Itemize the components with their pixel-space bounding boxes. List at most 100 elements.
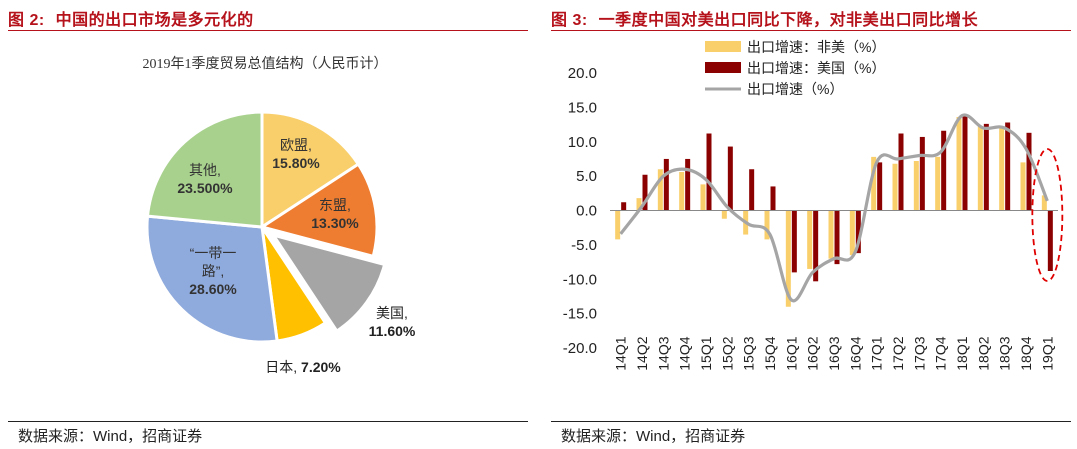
x-tick-label: 17Q4 bbox=[933, 336, 949, 370]
x-tick-label: 15Q4 bbox=[762, 336, 778, 370]
x-tick-label: 14Q2 bbox=[634, 336, 650, 370]
legend-label: 出口增速：美国（%） bbox=[747, 60, 885, 76]
pie-slice bbox=[145, 110, 264, 229]
legend-label: 出口增速：非美（%） bbox=[747, 39, 885, 55]
x-tick-label: 16Q2 bbox=[805, 336, 821, 370]
bar-non-us bbox=[956, 117, 962, 211]
y-tick-label: 20.0 bbox=[568, 65, 597, 82]
bar-non-us bbox=[764, 210, 770, 240]
figure3-title-text: 一季度中国对美出口同比下降，对非美出口同比增长 bbox=[598, 12, 979, 29]
legend-swatch bbox=[705, 41, 741, 52]
bar-us bbox=[855, 210, 861, 254]
bar-us bbox=[706, 133, 712, 211]
figure3-source: 数据来源：Wind，招商证券 bbox=[561, 428, 746, 445]
bar-us bbox=[898, 133, 904, 211]
x-tick-label: 14Q3 bbox=[655, 336, 671, 370]
bar-non-us bbox=[700, 184, 706, 211]
pie-slice-label: 欧盟, 15.80% bbox=[272, 137, 320, 171]
pie-slice-label: 日本, 7.20% bbox=[265, 359, 341, 375]
bar-us bbox=[941, 130, 947, 211]
bar-us bbox=[621, 202, 627, 211]
bar-non-us bbox=[913, 161, 919, 211]
x-tick-label: 15Q3 bbox=[741, 336, 757, 370]
bar-us bbox=[727, 146, 733, 211]
figure2-title-rule bbox=[8, 30, 528, 31]
bar-non-us bbox=[1020, 162, 1026, 211]
bar-non-us bbox=[615, 210, 621, 240]
x-tick-label: 16Q1 bbox=[783, 336, 799, 370]
bar-non-us bbox=[871, 156, 877, 211]
pie-slice-label: 其他, 23.500% bbox=[177, 162, 233, 196]
figure2-title-text: 中国的出口市场是多元化的 bbox=[55, 12, 254, 29]
x-tick-label: 14Q4 bbox=[677, 336, 693, 370]
bar-us bbox=[663, 158, 669, 211]
x-tick-label: 18Q4 bbox=[1018, 336, 1034, 370]
y-tick-label: 10.0 bbox=[568, 134, 597, 151]
bar-us bbox=[770, 186, 776, 211]
bar-non-us bbox=[657, 169, 663, 211]
figure3-label: 图 3: bbox=[551, 12, 588, 29]
x-tick-label: 15Q2 bbox=[719, 336, 735, 370]
y-tick-label: 15.0 bbox=[568, 99, 597, 116]
x-tick-label: 15Q1 bbox=[698, 336, 714, 370]
bar-us bbox=[749, 169, 755, 211]
bar-us bbox=[983, 123, 989, 211]
y-tick-label: 5.0 bbox=[576, 168, 597, 185]
bar-us bbox=[1005, 122, 1011, 211]
pie-slice bbox=[145, 214, 279, 344]
x-tick-label: 19Q1 bbox=[1039, 336, 1055, 370]
bar-non-us bbox=[999, 128, 1005, 211]
pie-slice-label: “一带一路”, 28.60% bbox=[189, 245, 237, 297]
figure3-title: 图 3: 一季度中国对美出口同比下降，对非美出口同比增长 bbox=[551, 6, 978, 30]
bar-us bbox=[791, 210, 797, 273]
y-tick-label: -15.0 bbox=[563, 306, 597, 323]
bar-us bbox=[877, 162, 883, 211]
legend-swatch bbox=[705, 62, 741, 73]
x-tick-label: 17Q3 bbox=[911, 336, 927, 370]
figure2-footer-rule bbox=[8, 421, 528, 422]
bar-non-us bbox=[679, 172, 685, 211]
bar-non-us bbox=[892, 163, 898, 211]
pie-slice-label: 东盟, 13.30% bbox=[311, 197, 359, 231]
bar-non-us bbox=[636, 198, 642, 211]
y-tick-label: -5.0 bbox=[571, 237, 597, 254]
pie-chart: 2019年1季度贸易总值结构（人民币计） 欧盟, 15.80% 东盟, 13.30% 美… bbox=[143, 56, 416, 375]
figure2-label: 图 2: bbox=[8, 12, 45, 29]
x-tick-label: 17Q2 bbox=[890, 336, 906, 370]
bar-non-us bbox=[849, 210, 855, 256]
x-tick-label: 16Q3 bbox=[826, 336, 842, 370]
bar-us bbox=[962, 115, 968, 211]
pie-slice-label: 美国, 11.60% bbox=[369, 305, 416, 339]
x-tick-label: 18Q1 bbox=[954, 336, 970, 370]
line-total-export bbox=[619, 113, 1049, 303]
bar-us bbox=[813, 210, 819, 282]
legend: 出口增速：非美（%） 出口增速：美国（%） 出口增速（%） bbox=[705, 39, 885, 97]
x-tick-label: 16Q4 bbox=[847, 336, 863, 370]
bar-us bbox=[685, 158, 691, 211]
pie-slice bbox=[260, 110, 361, 230]
figure3-footer-rule bbox=[551, 421, 1071, 422]
bar-non-us bbox=[721, 210, 727, 219]
x-tick-label: 18Q2 bbox=[975, 336, 991, 370]
bar-non-us bbox=[935, 156, 941, 211]
figure3-title-rule bbox=[551, 30, 1071, 31]
x-tick-label: 14Q1 bbox=[613, 336, 629, 370]
y-tick-label: -20.0 bbox=[563, 340, 597, 357]
y-tick-label: -10.0 bbox=[563, 271, 597, 288]
bar-us bbox=[1047, 210, 1053, 271]
x-tick-label: 18Q3 bbox=[997, 336, 1013, 370]
bar-line-chart: 20.0 15.0 10.0 5.0 0.0 -5.0 -10.0 -15.0 -20.0 14Q… bbox=[563, 39, 1064, 371]
bar-us bbox=[834, 210, 840, 265]
bar-us bbox=[1026, 132, 1032, 211]
pie-slice bbox=[258, 162, 379, 259]
bar-us bbox=[919, 136, 925, 211]
bar-non-us bbox=[1041, 195, 1047, 211]
bar-non-us bbox=[785, 210, 791, 307]
bar-us bbox=[642, 174, 648, 211]
figure2-title: 图 2: 中国的出口市场是多元化的 bbox=[8, 6, 254, 30]
bar-non-us bbox=[807, 210, 813, 269]
bar-non-us bbox=[828, 210, 834, 259]
x-tick-label: 17Q1 bbox=[869, 336, 885, 370]
pie-slice bbox=[269, 232, 387, 334]
